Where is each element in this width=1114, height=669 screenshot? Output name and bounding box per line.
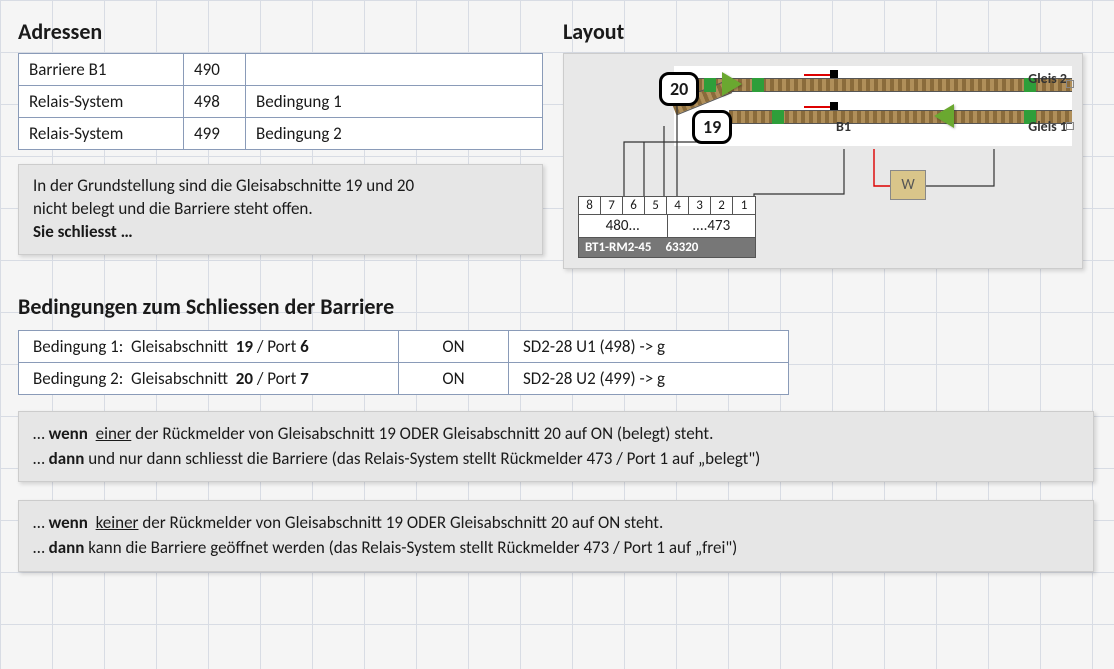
node-20: 20	[659, 72, 699, 106]
bedingungen-table: Bedingung 1: Gleisabschnitt 19 / Port 6 …	[18, 330, 789, 395]
module-ports: 8 7 6 5 4 3 2 1	[579, 197, 755, 214]
module-addr-row: 480... ....473	[579, 214, 755, 237]
module-label-row: BT1-RM2-45 63320	[579, 237, 755, 257]
track-segment	[772, 110, 784, 124]
track-segment	[752, 78, 764, 92]
connector-icon	[1066, 80, 1074, 88]
node-19: 19	[692, 110, 732, 144]
adressen-table: Barriere B1490 Relais-System498Bedingung…	[18, 53, 543, 150]
layout-diagram: Gleis 2 Gleis 1 B1 20 19 W 8 7 6 5	[563, 53, 1083, 269]
arrow-left-icon	[934, 104, 954, 128]
grundstellung-note: In der Grundstellung sind die Gleisabsch…	[18, 164, 543, 255]
gleis2-label: Gleis 2	[1028, 70, 1067, 87]
track-segment	[704, 78, 716, 92]
rule-box-2: … wenn keiner der Rückmelder von Gleisab…	[18, 500, 1094, 571]
adressen-heading: Adressen	[18, 18, 543, 45]
table-row: Relais-System498Bedingung 1	[19, 86, 543, 118]
bedingungen-heading: Bedingungen zum Schliessen der Barriere	[18, 293, 1096, 320]
table-row: Relais-System499Bedingung 2	[19, 118, 543, 150]
module-bt1: 8 7 6 5 4 3 2 1 480... ....473 BT1-RM2-4…	[578, 196, 756, 258]
rule-box-1: … wenn einer der Rückmelder von Gleisabs…	[18, 411, 1094, 482]
track-area: Gleis 2 Gleis 1 B1	[674, 66, 1072, 146]
w-box: W	[890, 170, 926, 200]
table-row: Bedingung 2: Gleisabschnitt 20 / Port 7 …	[19, 363, 789, 395]
signal-icon	[804, 74, 832, 76]
connector-icon	[1066, 122, 1074, 130]
arrow-right-icon	[722, 72, 742, 96]
layout-heading: Layout	[563, 18, 1096, 45]
b1-label: B1	[836, 118, 851, 135]
table-row: Bedingung 1: Gleisabschnitt 19 / Port 6 …	[19, 331, 789, 363]
table-row: Barriere B1490	[19, 54, 543, 86]
gleis1-label: Gleis 1	[1028, 118, 1067, 135]
signal-icon	[804, 106, 832, 108]
